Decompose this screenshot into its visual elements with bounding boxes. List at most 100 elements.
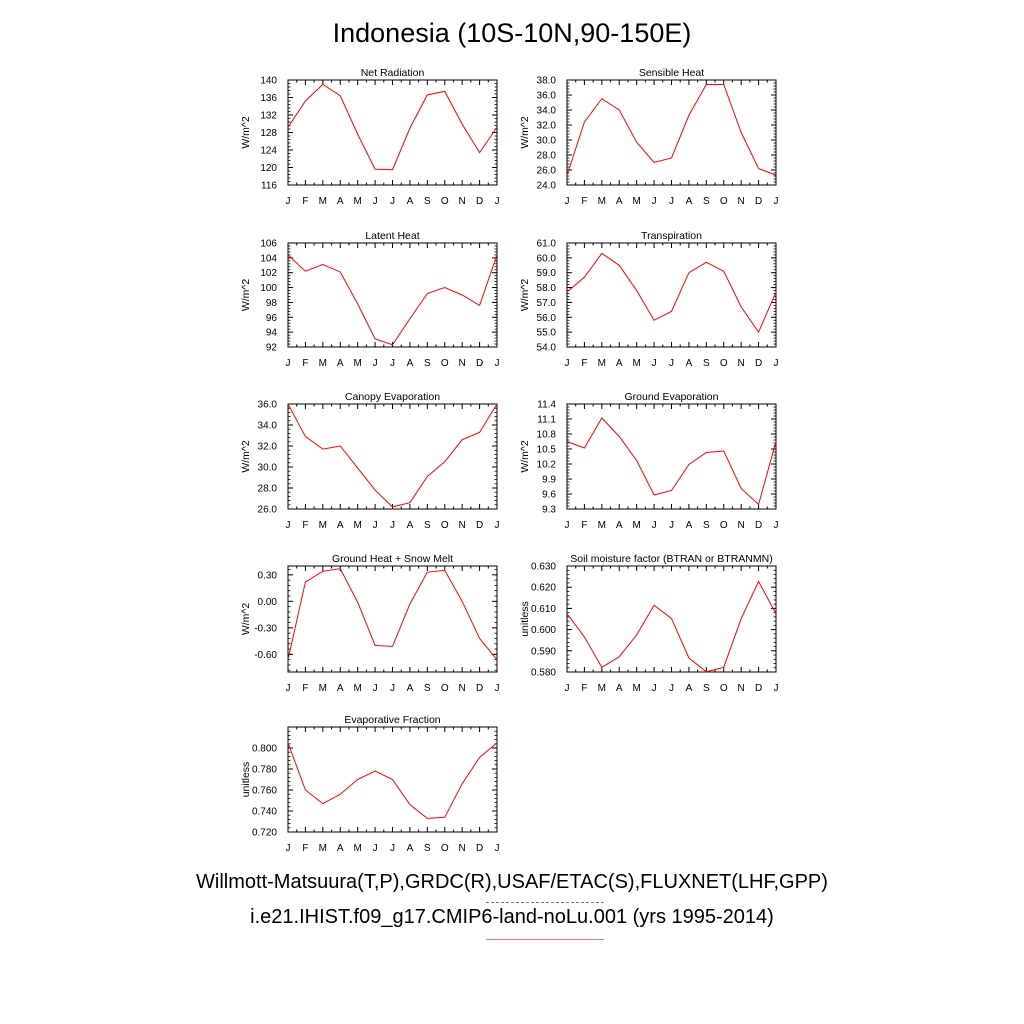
x-tick-label: F bbox=[302, 520, 308, 531]
y-axis-label: W/m^2 bbox=[240, 440, 252, 473]
y-tick-label: 0.30 bbox=[258, 570, 278, 581]
x-tick-label: O bbox=[720, 358, 728, 369]
series-line bbox=[566, 580, 777, 673]
y-tick-label: 10.2 bbox=[537, 460, 557, 471]
y-tick-label: 92 bbox=[266, 343, 278, 354]
plot-frame bbox=[566, 403, 777, 510]
footer-observations: Willmott-Matsuura(T,P),GRDC(R),USAF/ETAC… bbox=[196, 871, 828, 893]
series-line bbox=[566, 84, 777, 176]
x-tick-label: O bbox=[441, 196, 449, 207]
x-tick-label: A bbox=[407, 358, 414, 369]
y-tick-label: 26.0 bbox=[537, 166, 557, 177]
x-tick-label: N bbox=[459, 843, 466, 854]
x-tick-label: M bbox=[632, 358, 640, 369]
x-tick-label: J bbox=[565, 520, 570, 531]
x-tick-label: M bbox=[353, 843, 361, 854]
x-tick-label: A bbox=[616, 683, 623, 694]
x-tick-label: S bbox=[703, 520, 710, 531]
x-tick-label: A bbox=[337, 843, 344, 854]
panel-title: Transpiration bbox=[641, 230, 702, 242]
y-tick-label: 26.0 bbox=[258, 505, 278, 516]
x-tick-label: M bbox=[598, 520, 606, 531]
x-tick-label: O bbox=[441, 520, 449, 531]
x-tick-label: A bbox=[337, 358, 344, 369]
x-tick-label: M bbox=[353, 520, 361, 531]
x-tick-label: J bbox=[774, 358, 779, 369]
x-tick-label: O bbox=[441, 843, 449, 854]
x-tick-label: S bbox=[703, 196, 710, 207]
y-tick-label: 24.0 bbox=[537, 181, 557, 192]
y-tick-label: 0.740 bbox=[252, 807, 277, 818]
x-tick-label: M bbox=[353, 683, 361, 694]
y-axis-label: W/m^2 bbox=[240, 279, 252, 312]
panel-title: Sensible Heat bbox=[639, 67, 704, 79]
x-tick-label: J bbox=[390, 520, 395, 531]
y-tick-label: -0.30 bbox=[254, 623, 277, 634]
x-tick-label: J bbox=[373, 196, 378, 207]
y-tick-label: 0.720 bbox=[252, 828, 277, 839]
y-tick-label: 54.0 bbox=[537, 343, 557, 354]
series-line bbox=[287, 403, 498, 508]
x-tick-label: J bbox=[565, 358, 570, 369]
series-line bbox=[287, 83, 498, 171]
x-tick-label: J bbox=[669, 358, 674, 369]
x-tick-label: J bbox=[495, 520, 500, 531]
x-tick-label: A bbox=[407, 520, 414, 531]
x-tick-label: N bbox=[738, 196, 745, 207]
x-tick-label: D bbox=[476, 520, 483, 531]
x-tick-label: J bbox=[669, 520, 674, 531]
y-tick-label: 9.9 bbox=[542, 475, 556, 486]
y-tick-label: 128 bbox=[260, 128, 277, 139]
y-tick-label: 106 bbox=[260, 239, 277, 250]
x-tick-label: S bbox=[424, 358, 431, 369]
x-tick-label: F bbox=[581, 196, 587, 207]
plot-frame bbox=[287, 565, 498, 673]
x-tick-label: D bbox=[476, 843, 483, 854]
x-tick-label: J bbox=[373, 358, 378, 369]
panel-title: Soil moisture factor (BTRAN or BTRANMN) bbox=[570, 553, 772, 565]
y-tick-label: 0.600 bbox=[531, 625, 556, 636]
x-tick-label: M bbox=[319, 358, 327, 369]
x-tick-label: M bbox=[353, 358, 361, 369]
y-tick-label: 55.0 bbox=[537, 328, 557, 339]
y-tick-label: 0.610 bbox=[531, 604, 556, 615]
y-tick-label: 28.0 bbox=[258, 484, 278, 495]
x-tick-label: O bbox=[720, 520, 728, 531]
footer-model-case: i.e21.IHIST.f09_g17.CMIP6-land-noLu.001 … bbox=[250, 906, 774, 928]
y-tick-label: 58.0 bbox=[537, 283, 557, 294]
x-tick-label: S bbox=[424, 196, 431, 207]
x-tick-label: S bbox=[703, 358, 710, 369]
panel-7: Soil moisture factor (BTRAN or BTRANMN) u… bbox=[519, 553, 779, 694]
x-tick-label: A bbox=[337, 520, 344, 531]
x-tick-label: D bbox=[476, 196, 483, 207]
y-tick-label: 120 bbox=[260, 163, 277, 174]
y-tick-label: 0.620 bbox=[531, 583, 556, 594]
y-tick-label: 9.3 bbox=[542, 505, 556, 516]
x-tick-label: J bbox=[652, 196, 657, 207]
y-tick-label: 0.630 bbox=[531, 562, 556, 573]
y-tick-label: 0.800 bbox=[252, 744, 277, 755]
x-tick-label: J bbox=[774, 520, 779, 531]
x-tick-label: M bbox=[319, 520, 327, 531]
x-tick-label: M bbox=[319, 196, 327, 207]
x-tick-label: J bbox=[286, 520, 291, 531]
y-tick-label: 30.0 bbox=[537, 136, 557, 147]
y-tick-label: -0.60 bbox=[254, 650, 277, 661]
plot-frame bbox=[566, 79, 777, 186]
x-tick-label: A bbox=[616, 358, 623, 369]
plot-frame bbox=[287, 242, 498, 348]
x-tick-label: O bbox=[441, 358, 449, 369]
x-tick-label: A bbox=[337, 196, 344, 207]
x-tick-label: J bbox=[652, 683, 657, 694]
y-tick-label: 140 bbox=[260, 76, 277, 87]
x-tick-label: M bbox=[598, 358, 606, 369]
x-tick-label: J bbox=[669, 683, 674, 694]
y-tick-label: 57.0 bbox=[537, 298, 557, 309]
y-tick-label: 102 bbox=[260, 268, 277, 279]
y-tick-label: 34.0 bbox=[537, 106, 557, 117]
